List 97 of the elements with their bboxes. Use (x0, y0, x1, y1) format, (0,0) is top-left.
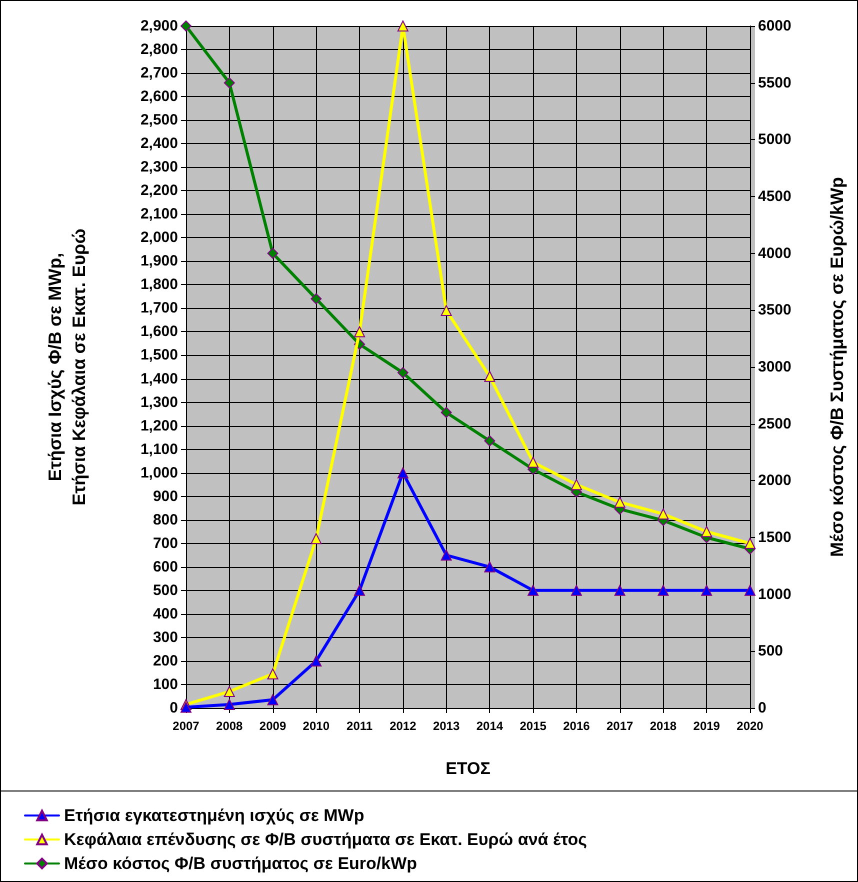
point (484, 370, 496, 382)
point (267, 668, 278, 680)
x-tick-label: 2015 (520, 719, 547, 733)
y-tick-label: 1,900 (140, 252, 178, 270)
y2-tick-label: 4000 (758, 244, 792, 262)
y-tick-label: 1,500 (140, 346, 178, 364)
y2-tick-label: 2500 (758, 415, 792, 432)
point (744, 538, 756, 549)
point (180, 702, 192, 713)
point (224, 77, 235, 88)
legend-label: Μέσο κόστος Φ/Β συστήματος σε Euro/kWp (64, 854, 418, 873)
point (267, 694, 278, 706)
point (701, 526, 712, 538)
y2-tick-label: 5000 (758, 131, 792, 148)
legend-label: Ετήσια εγκατεστημένη ισχύς σε MWp (64, 806, 364, 825)
y2-tick-label: 2000 (758, 472, 792, 490)
point (354, 584, 366, 596)
y-tick-label: 2,200 (140, 182, 178, 200)
x-tick-label: 2010 (302, 719, 330, 733)
point (528, 456, 539, 468)
x-tick-label: 2012 (390, 719, 417, 733)
y-tick-label: 2,800 (140, 41, 178, 58)
y-tick-label: 300 (152, 628, 178, 646)
point (614, 496, 626, 508)
y-axis-title: Ετήσια Ισχύς Φ/Β σε MWp, Ετήσια Κεφάλαια σε Εκατ. Ευρώ (45, 228, 89, 506)
point (440, 550, 452, 561)
y-tick-label: 1,700 (140, 300, 178, 317)
y-tick-label: 900 (152, 488, 178, 505)
y-tick-label: 1,300 (140, 394, 178, 411)
x-tick-label: 2013 (432, 719, 460, 733)
x-tick-label: 2011 (346, 719, 373, 733)
legend-label: Κεφάλαια επένδυσης σε Φ/Β συστήματα σε Εκατ. Ευρώ ανά έτος (64, 830, 588, 849)
y2-tick-label: 1500 (758, 529, 792, 546)
y2-tick-label: 6000 (758, 18, 792, 34)
y2-tick-label: 4500 (758, 188, 792, 205)
y2-tick-label: 0 (758, 700, 766, 716)
point (267, 248, 278, 259)
y2-tick-label: 3500 (758, 302, 792, 319)
y-tick-label: 2,300 (140, 158, 178, 176)
point (310, 533, 322, 544)
x-tick-label: 2018 (650, 719, 677, 733)
y-tick-label: 2,400 (140, 135, 178, 152)
y-tick-label: 700 (152, 534, 178, 552)
y-tick-label: 2,500 (140, 112, 178, 129)
point (744, 584, 756, 596)
point (354, 326, 366, 338)
x-tick-label: 2008 (216, 719, 244, 733)
point (614, 584, 626, 596)
point (528, 584, 539, 596)
point (484, 435, 496, 446)
y-tick-label: 2,000 (140, 229, 178, 246)
y-tick-label: 100 (152, 676, 178, 693)
point (224, 686, 235, 698)
y-tick-label: 400 (152, 605, 178, 622)
x-tick-label: 2019 (693, 719, 720, 733)
y-tick-label: 0 (170, 700, 178, 716)
y-tick-label: 2,100 (140, 206, 178, 223)
point (658, 508, 669, 520)
point (397, 367, 408, 378)
x-tick-label: 2007 (172, 719, 200, 733)
point (570, 584, 582, 596)
y2-axis-title: Μέσο κόστος Φ/Β Συστήματος σε Ευρώ/kWp (827, 176, 847, 558)
point (570, 479, 582, 490)
x-tick-label: 2017 (606, 719, 634, 733)
y-tick-label: 1,400 (140, 370, 178, 388)
y-tick-label: 2,600 (140, 88, 178, 106)
point (484, 561, 496, 572)
point (440, 305, 452, 316)
x-tick-label: 2014 (476, 719, 504, 733)
y-tick-label: 1,100 (140, 440, 178, 458)
y-tick-label: 1,200 (140, 417, 178, 434)
point (440, 406, 452, 418)
y2-tick-label: 3000 (758, 358, 792, 376)
point (310, 655, 322, 666)
y2-tick-label: 1000 (758, 586, 792, 603)
point (397, 20, 408, 32)
y-tick-label: 600 (152, 558, 178, 576)
y-tick-label: 2,900 (140, 18, 178, 34)
y-tick-label: 1,000 (140, 464, 178, 482)
point (701, 584, 712, 596)
y2-tick-label: 5500 (758, 74, 792, 92)
point (180, 20, 192, 32)
y-tick-label: 800 (152, 511, 178, 528)
x-tick-label: 2016 (563, 719, 590, 733)
point (397, 467, 408, 478)
y-tick-label: 500 (152, 582, 178, 599)
y-tick-label: 200 (152, 652, 178, 670)
point (310, 293, 322, 304)
y-tick-label: 1,800 (140, 276, 178, 294)
y-tick-label: 2,700 (140, 64, 178, 82)
point (224, 698, 235, 710)
x-tick-label: 2020 (736, 719, 764, 733)
x-tick-label: 2009 (259, 719, 286, 733)
x-axis-title: ΕΤΟΣ (446, 759, 490, 778)
point (658, 584, 669, 596)
y-tick-label: 1,600 (140, 323, 178, 340)
y2-tick-label: 500 (758, 642, 784, 660)
